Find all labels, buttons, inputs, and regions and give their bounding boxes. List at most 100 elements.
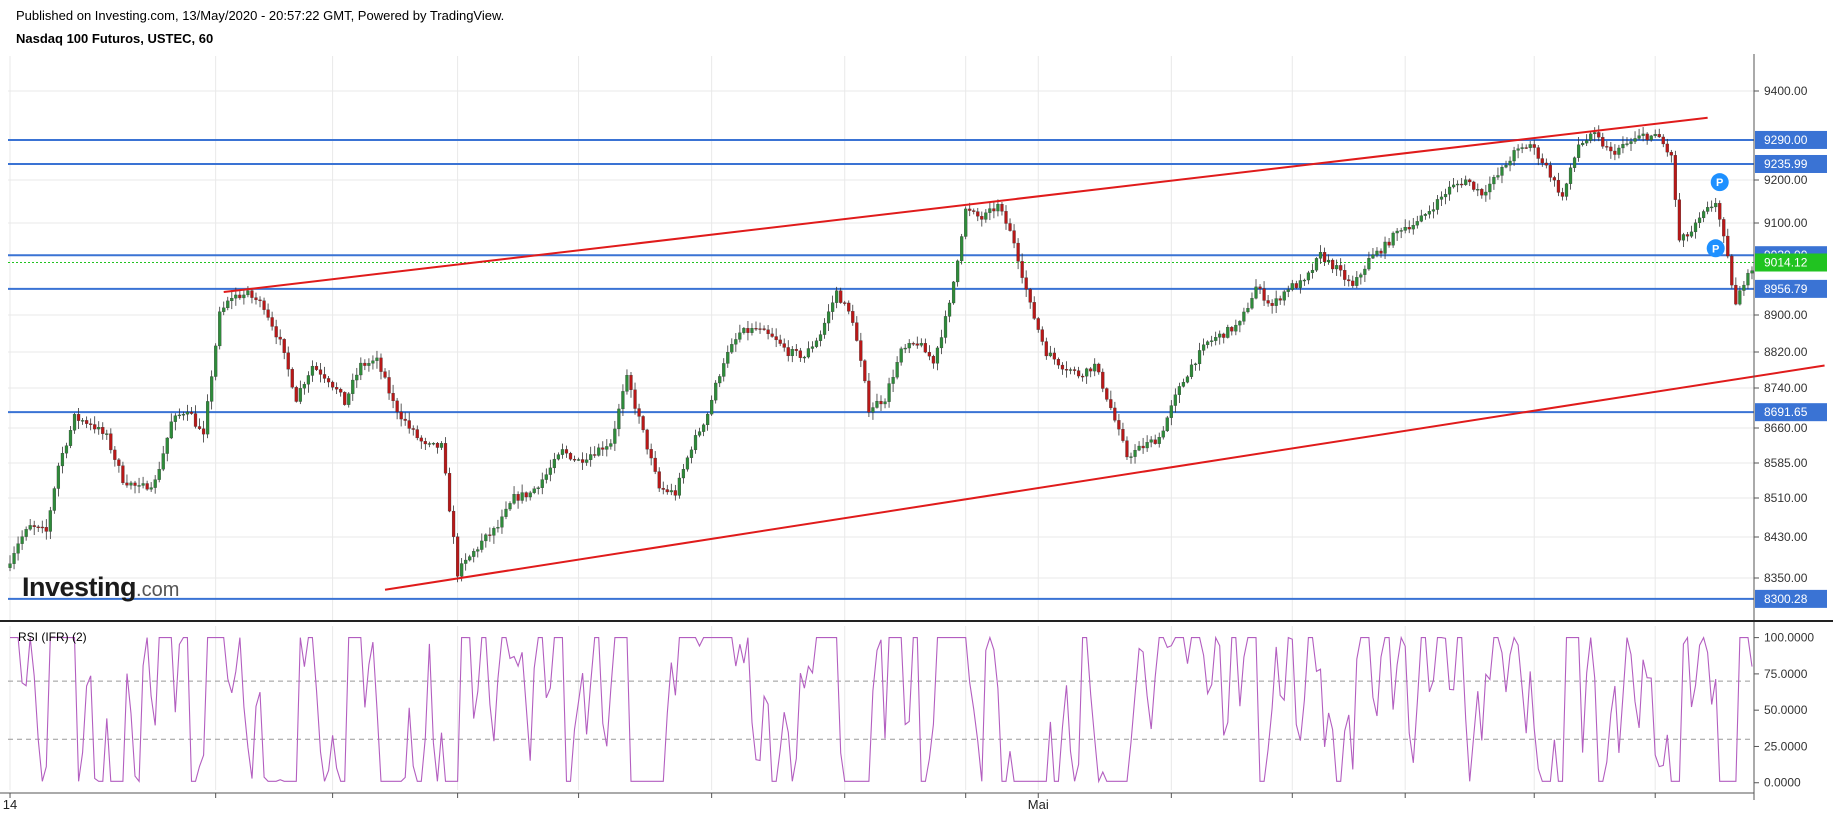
candle <box>673 490 677 496</box>
candle <box>988 208 992 213</box>
candle <box>347 393 351 405</box>
candle <box>778 339 782 344</box>
candle <box>1609 146 1613 152</box>
published-header: Published on Investing.com, 13/May/2020 … <box>16 8 505 23</box>
candle <box>20 536 24 544</box>
price-tick-label: 8350.00 <box>1764 571 1808 585</box>
candle <box>137 485 141 487</box>
candle <box>395 400 399 413</box>
candle <box>1193 363 1198 366</box>
candle <box>996 203 1000 212</box>
candle <box>1597 132 1601 138</box>
candle <box>1431 209 1436 212</box>
candle <box>1738 290 1742 305</box>
candle <box>488 534 492 536</box>
candle <box>407 420 411 429</box>
candle <box>935 347 940 364</box>
candle <box>1661 136 1665 145</box>
candle <box>447 473 452 512</box>
candle <box>40 526 44 529</box>
candle <box>681 469 686 479</box>
candle <box>1331 259 1335 270</box>
candle <box>508 503 512 510</box>
price-tick-label: 9400.00 <box>1764 84 1808 98</box>
time-tick-label: Mai <box>1028 797 1049 812</box>
candle <box>822 322 827 335</box>
candle <box>355 374 359 381</box>
candle <box>641 416 645 431</box>
candle <box>1125 440 1129 458</box>
candle <box>121 465 125 484</box>
candle <box>367 363 371 366</box>
candle <box>867 380 871 413</box>
candle <box>516 494 520 501</box>
candle <box>697 431 702 436</box>
candle <box>1129 456 1133 458</box>
candle <box>879 400 883 405</box>
candle <box>548 467 552 475</box>
candle <box>1113 407 1117 421</box>
candle <box>1528 144 1532 148</box>
candle <box>68 430 73 446</box>
candle <box>1496 175 1500 178</box>
candle <box>93 424 97 430</box>
candle <box>1230 327 1234 332</box>
candle <box>1141 445 1145 449</box>
candle <box>589 454 593 460</box>
candle <box>540 479 544 488</box>
candle <box>976 211 980 217</box>
candle <box>786 347 790 357</box>
candle <box>242 294 246 299</box>
candle <box>1649 135 1653 141</box>
candle <box>774 336 778 341</box>
candle <box>1633 138 1637 142</box>
candle <box>476 549 480 552</box>
candle <box>472 551 476 557</box>
candle <box>1500 166 1504 176</box>
candle <box>1056 359 1061 366</box>
candle <box>1387 241 1391 246</box>
candle <box>254 297 258 301</box>
candle <box>706 413 710 426</box>
candle <box>439 443 444 448</box>
candle <box>456 536 460 577</box>
candle <box>1020 261 1024 278</box>
candle <box>1072 369 1077 371</box>
price-tick-label: 9100.00 <box>1764 216 1808 230</box>
trend-line <box>384 364 1825 591</box>
candle <box>496 527 500 529</box>
candle <box>1169 405 1173 418</box>
candle <box>423 441 427 445</box>
rsi-title: RSI (IFR) (2) <box>18 630 87 644</box>
candle <box>560 449 565 455</box>
candle <box>64 445 69 454</box>
candle <box>246 290 250 296</box>
candle <box>972 210 976 212</box>
candle <box>218 311 222 347</box>
candle <box>1008 223 1012 231</box>
candle <box>1564 183 1569 197</box>
candle <box>165 437 169 454</box>
candle <box>956 260 960 283</box>
candle <box>1697 217 1702 223</box>
candle <box>371 360 375 364</box>
candle <box>1242 311 1246 322</box>
candle <box>1613 150 1617 155</box>
candle <box>1326 259 1331 263</box>
candle <box>887 383 891 402</box>
candle <box>1274 298 1278 306</box>
candle <box>72 414 77 431</box>
candle <box>581 459 585 463</box>
current-price-badge-bg <box>1755 253 1827 272</box>
candle <box>1572 157 1577 168</box>
candle <box>1343 270 1347 280</box>
candle <box>951 281 956 304</box>
candle <box>1423 214 1427 216</box>
trend-lines <box>223 116 1825 591</box>
price-tick-label: 8820.00 <box>1764 345 1808 359</box>
candle <box>1415 221 1419 226</box>
candle <box>806 348 811 358</box>
candle <box>1145 442 1149 449</box>
candle <box>1318 252 1323 259</box>
